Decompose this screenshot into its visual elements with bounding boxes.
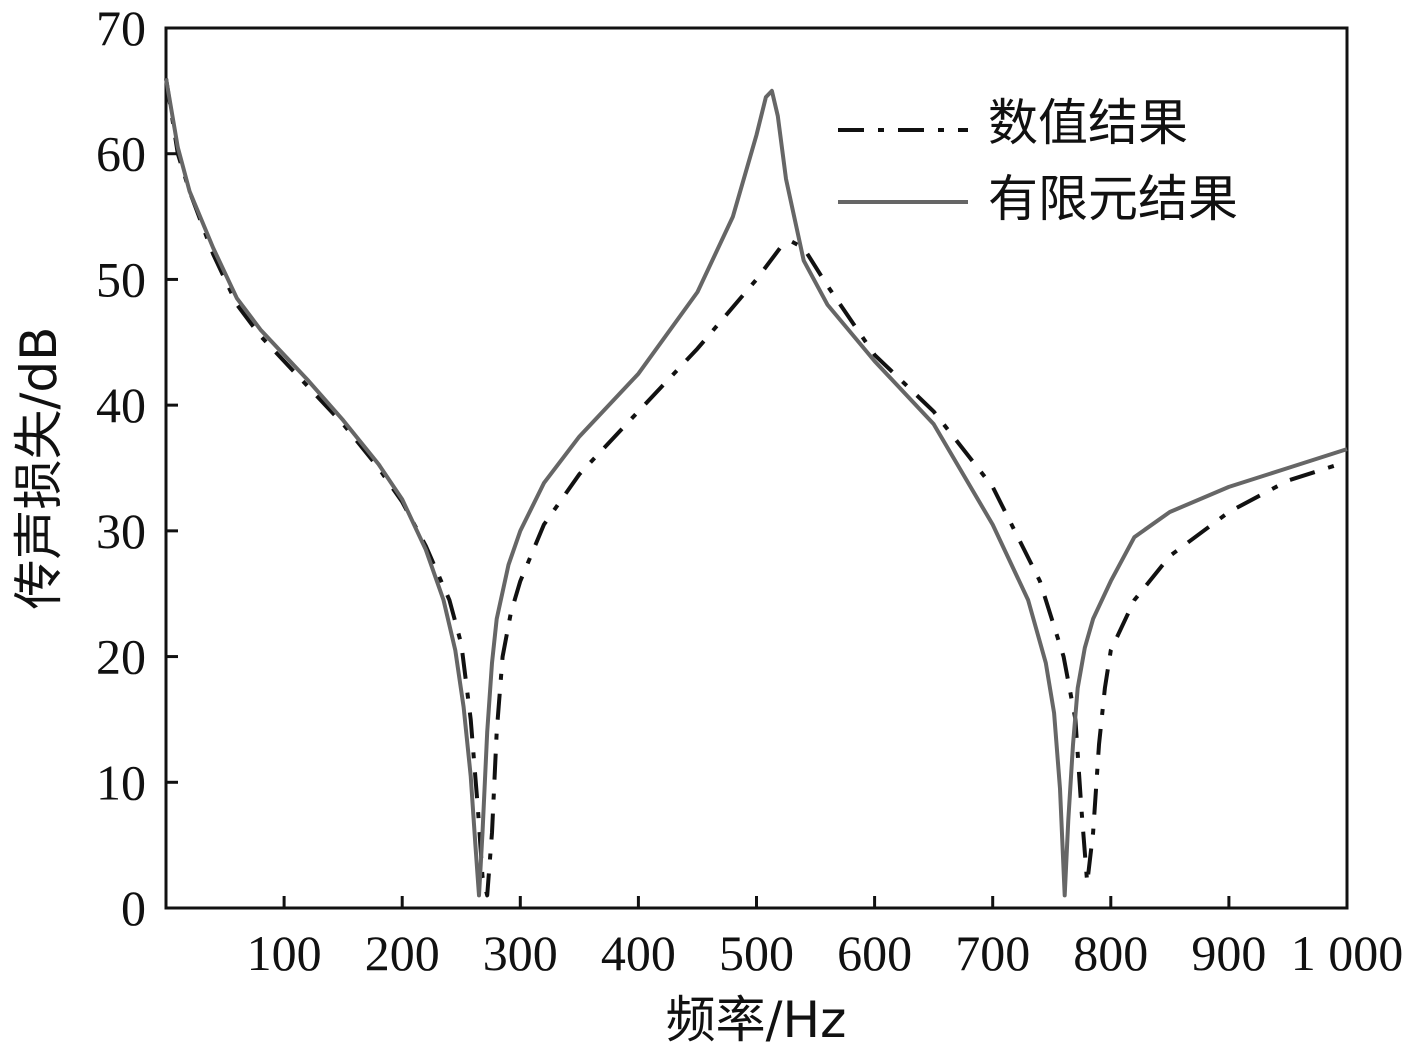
series-layer xyxy=(164,77,1348,898)
y-axis-ticks: 0 10 20 30 40 50 60 70 xyxy=(96,0,178,936)
series-line-0 xyxy=(164,77,1348,898)
series-line-1 xyxy=(164,77,1348,898)
legend: 数值结果 有限元结果 xyxy=(838,94,1238,228)
x-tick-label: 600 xyxy=(837,925,912,981)
x-tick-label: 500 xyxy=(719,925,794,981)
y-tick-label: 50 xyxy=(96,251,146,307)
x-tick-label: 100 xyxy=(247,925,322,981)
x-tick-label: 300 xyxy=(483,925,558,981)
x-tick-label: 700 xyxy=(955,925,1030,981)
x-tick-label: 1 000 xyxy=(1291,925,1404,981)
y-tick-label: 10 xyxy=(96,754,146,810)
y-tick-label: 0 xyxy=(121,880,146,936)
x-tick-label: 800 xyxy=(1073,925,1148,981)
x-tick-label: 200 xyxy=(365,925,440,981)
y-tick-label: 60 xyxy=(96,126,146,182)
legend-label-numerical: 数值结果 xyxy=(988,94,1188,152)
plot-frame xyxy=(164,26,1349,910)
x-tick-label: 900 xyxy=(1191,925,1266,981)
y-tick-label: 20 xyxy=(96,629,146,685)
x-axis-title: 频率/Hz xyxy=(666,991,847,1049)
y-tick-label: 30 xyxy=(96,503,146,559)
x-axis-ticks: 100 200 300 400 500 600 700 800 900 1 000 xyxy=(247,896,1404,981)
y-tick-label: 70 xyxy=(96,0,146,56)
legend-label-fem: 有限元结果 xyxy=(988,170,1238,228)
y-tick-label: 40 xyxy=(96,377,146,433)
y-axis-title: 传声损失/dB xyxy=(10,327,68,610)
x-tick-label: 400 xyxy=(601,925,676,981)
